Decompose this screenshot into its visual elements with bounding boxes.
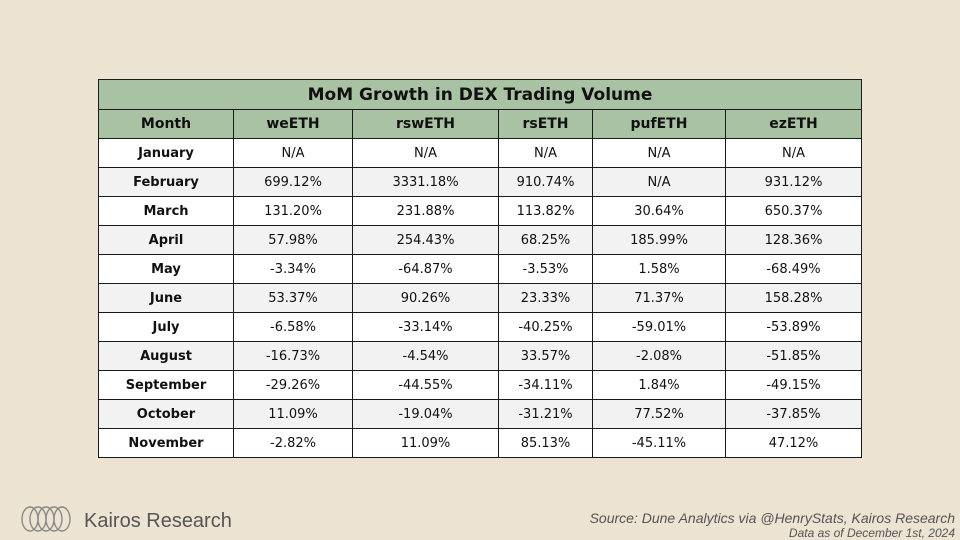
value-cell: 231.88% [352,196,499,226]
table-row: February 699.12% 3331.18% 910.74% N/A 931.12% [98,167,862,197]
value-cell: -3.34% [233,254,353,284]
value-cell: -2.08% [592,341,726,371]
month-cell: September [98,370,234,400]
value-cell: -59.01% [592,312,726,342]
value-cell: N/A [592,167,726,197]
value-cell: 47.12% [725,428,862,458]
value-cell: 185.99% [592,225,726,255]
table-row: June 53.37% 90.26% 23.33% 71.37% 158.28% [98,283,862,313]
month-cell: January [98,138,234,168]
month-cell: November [98,428,234,458]
value-cell: N/A [592,138,726,168]
value-cell: -33.14% [352,312,499,342]
growth-table-container: MoM Growth in DEX Trading Volume Month w… [98,79,862,458]
value-cell: -40.25% [498,312,593,342]
value-cell: 33.57% [498,341,593,371]
value-cell: 3331.18% [352,167,499,197]
value-cell: 23.33% [498,283,593,313]
table-row: January N/A N/A N/A N/A N/A [98,138,862,168]
month-cell: June [98,283,234,313]
header-row: Month weETH rswETH rsETH pufETH ezETH [98,109,862,139]
value-cell: -64.87% [352,254,499,284]
value-cell: 158.28% [725,283,862,313]
month-cell: March [98,196,234,226]
value-cell: 910.74% [498,167,593,197]
value-cell: -16.73% [233,341,353,371]
value-cell: -49.15% [725,370,862,400]
value-cell: -2.82% [233,428,353,458]
value-cell: -44.55% [352,370,499,400]
value-cell: 131.20% [233,196,353,226]
table-row: September -29.26% -44.55% -34.11% 1.84% -49.1… [98,370,862,400]
value-cell: -53.89% [725,312,862,342]
month-cell: April [98,225,234,255]
value-cell: 11.09% [352,428,499,458]
value-cell: 113.82% [498,196,593,226]
value-cell: -29.26% [233,370,353,400]
value-cell: -51.85% [725,341,862,371]
value-cell: 90.26% [352,283,499,313]
value-cell: 85.13% [498,428,593,458]
month-cell: February [98,167,234,197]
value-cell: 128.36% [725,225,862,255]
table-row: May -3.34% -64.87% -3.53% 1.58% -68.49% [98,254,862,284]
month-cell: May [98,254,234,284]
header-rsweth: rswETH [352,109,499,139]
value-cell: -34.11% [498,370,593,400]
value-cell: 1.84% [592,370,726,400]
growth-table: MoM Growth in DEX Trading Volume Month w… [98,79,862,458]
as-of-text: Data as of December 1st, 2024 [788,526,955,540]
value-cell: N/A [498,138,593,168]
table-row: July -6.58% -33.14% -40.25% -59.01% -53.89% [98,312,862,342]
month-cell: July [98,312,234,342]
table-row: October 11.09% -19.04% -31.21% 77.52% -37.85% [98,399,862,429]
kairos-logo-icon [18,504,76,538]
value-cell: N/A [233,138,353,168]
value-cell: -31.21% [498,399,593,429]
value-cell: 11.09% [233,399,353,429]
month-cell: October [98,399,234,429]
value-cell: -19.04% [352,399,499,429]
value-cell: 650.37% [725,196,862,226]
table-row: August -16.73% -4.54% 33.57% -2.08% -51.85% [98,341,862,371]
value-cell: 71.37% [592,283,726,313]
value-cell: 68.25% [498,225,593,255]
value-cell: 30.64% [592,196,726,226]
value-cell: 699.12% [233,167,353,197]
value-cell: 931.12% [725,167,862,197]
value-cell: -6.58% [233,312,353,342]
table-row: November -2.82% 11.09% 85.13% -45.11% 47.12% [98,428,862,458]
value-cell: 77.52% [592,399,726,429]
brand: Kairos Research [18,506,232,536]
brand-name: Kairos Research [84,509,232,532]
value-cell: 53.37% [233,283,353,313]
source-note: Source: Dune Analytics via @HenryStats, … [590,510,955,540]
value-cell: -37.85% [725,399,862,429]
source-text: Source: Dune Analytics via @HenryStats, … [589,510,955,526]
table-row: April 57.98% 254.43% 68.25% 185.99% 128.36% [98,225,862,255]
value-cell: 57.98% [233,225,353,255]
value-cell: -45.11% [592,428,726,458]
value-cell: N/A [352,138,499,168]
value-cell: -4.54% [352,341,499,371]
value-cell: 254.43% [352,225,499,255]
header-rseth: rsETH [498,109,593,139]
month-cell: August [98,341,234,371]
header-ezeth: ezETH [725,109,862,139]
value-cell: -68.49% [725,254,862,284]
value-cell: N/A [725,138,862,168]
header-month: Month [98,109,234,139]
table-title: MoM Growth in DEX Trading Volume [98,79,862,110]
value-cell: 1.58% [592,254,726,284]
header-pufeth: pufETH [592,109,726,139]
header-weeth: weETH [233,109,353,139]
table-row: March 131.20% 231.88% 113.82% 30.64% 650.37% [98,196,862,226]
value-cell: -3.53% [498,254,593,284]
